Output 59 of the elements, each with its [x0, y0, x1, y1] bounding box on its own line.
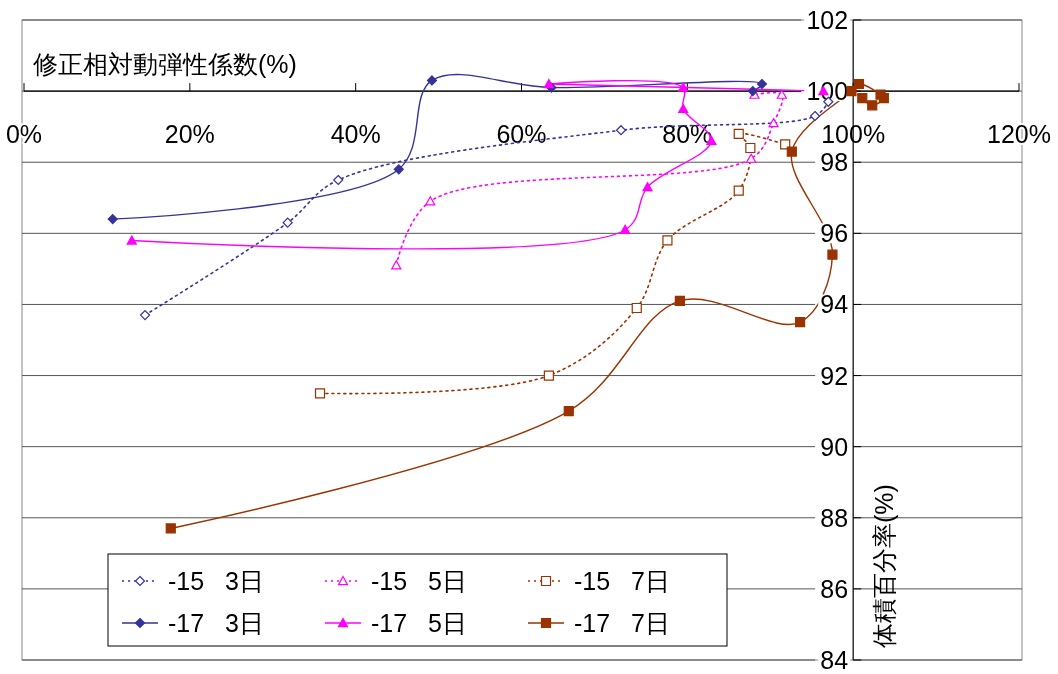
- y-tick-label: 90: [820, 432, 849, 461]
- point: [126, 235, 137, 245]
- point: [620, 224, 631, 234]
- point: [733, 185, 744, 196]
- point: [746, 153, 757, 163]
- point: [878, 93, 889, 104]
- y-tick-label: 94: [820, 290, 849, 319]
- y-tick-label: 98: [820, 148, 849, 177]
- point: [333, 174, 344, 186]
- y-tick-label: 92: [820, 361, 849, 390]
- legend-label: -15 5日: [371, 567, 467, 595]
- point: [165, 523, 176, 534]
- point: [745, 142, 756, 154]
- point: [631, 302, 642, 314]
- y-axis-title: 体積百分率(%): [870, 484, 898, 648]
- y-tick-label: 102: [806, 6, 849, 34]
- x-tick-label: 40%: [330, 120, 381, 149]
- point: [615, 125, 627, 136]
- point: [543, 370, 554, 381]
- y-tick-label: 96: [820, 219, 849, 248]
- point: [776, 89, 787, 99]
- legend-label: -15 7日: [574, 567, 670, 595]
- point: [662, 235, 673, 246]
- point: [678, 103, 689, 114]
- y-tick-label: 84: [820, 646, 849, 674]
- legend-label: -17 7日: [574, 609, 670, 637]
- x-axis-title: 修正相対動弾性係数(%): [33, 50, 297, 78]
- point: [857, 93, 868, 104]
- point: [867, 100, 878, 111]
- point: [391, 260, 402, 270]
- point: [314, 388, 326, 399]
- x-tick-label: 20%: [164, 120, 215, 149]
- point: [786, 146, 797, 157]
- point: [393, 164, 404, 175]
- point: [733, 128, 744, 139]
- point: [809, 110, 821, 122]
- point: [425, 196, 436, 206]
- point: [563, 406, 574, 417]
- point: [795, 317, 806, 328]
- point: [107, 214, 118, 225]
- point: [756, 78, 768, 90]
- point: [426, 75, 438, 86]
- point: [282, 217, 293, 228]
- point: [678, 82, 689, 92]
- legend-label: -17 5日: [371, 609, 467, 637]
- point: [768, 118, 779, 128]
- point: [139, 310, 151, 321]
- x-tick-label: 0%: [5, 120, 43, 149]
- x-tick-label: 120%: [987, 120, 1051, 149]
- legend-label: -15 3日: [168, 567, 264, 595]
- y-tick-label: 88: [820, 503, 849, 532]
- point: [543, 78, 554, 89]
- legend-label: -17 3日: [168, 609, 264, 637]
- point: [846, 86, 857, 97]
- x-tick-label: 60%: [496, 120, 547, 149]
- point: [674, 295, 685, 306]
- point: [642, 182, 653, 192]
- point: [827, 249, 838, 260]
- y-tick-label: 86: [820, 574, 849, 603]
